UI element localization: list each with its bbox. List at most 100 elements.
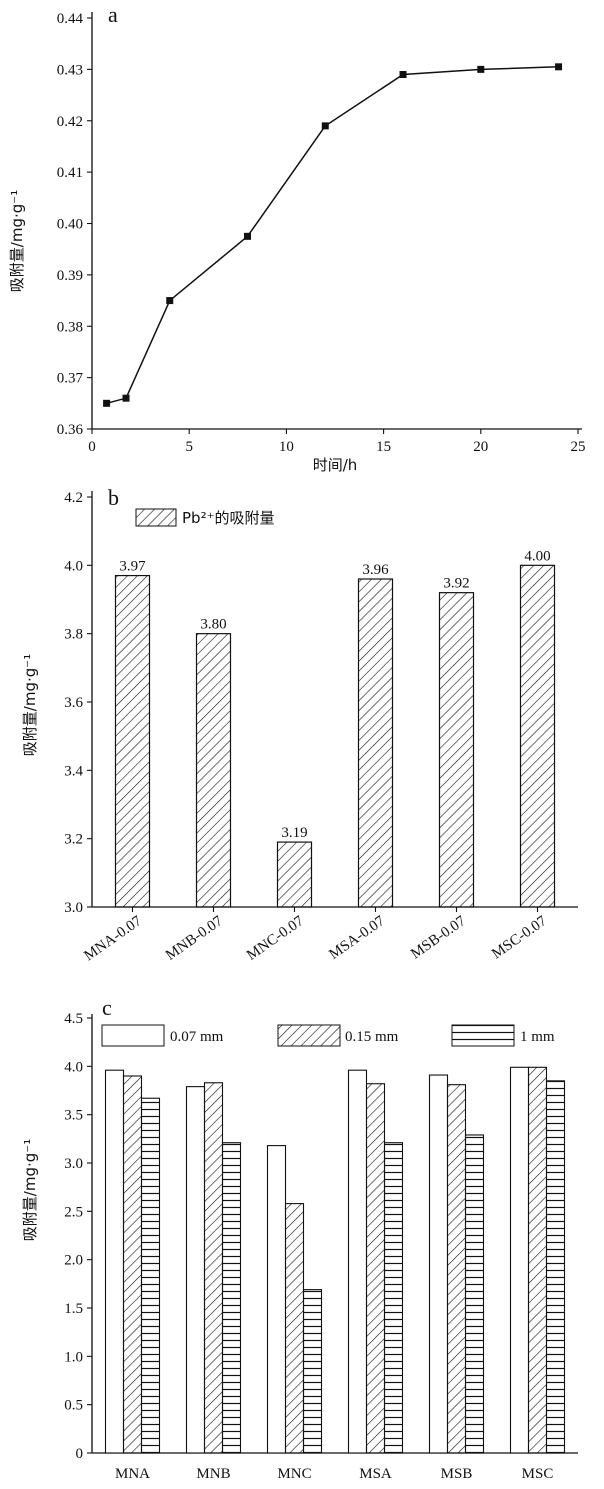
chart-a-point bbox=[477, 65, 485, 73]
chart-b-data-label: 3.19 bbox=[281, 825, 307, 841]
chart-a-point bbox=[399, 71, 407, 79]
chart-a-xtick-label: 0 bbox=[88, 439, 96, 455]
chart-c-bar-s2 bbox=[464, 1134, 485, 1454]
chart-a-point bbox=[122, 394, 130, 402]
chart-c-xtick-label: MNB bbox=[196, 1466, 230, 1482]
chart-b-legend-swatch bbox=[135, 508, 177, 527]
chart-c-bar-s0 bbox=[509, 1066, 530, 1454]
chart-a-ytick-label: 0.38 bbox=[57, 319, 83, 335]
chart-c-legend-swatch-0 bbox=[101, 1024, 165, 1047]
chart-a-ytick-label: 0.41 bbox=[57, 165, 83, 181]
chart-b-xtick-label: MSC-0.07 bbox=[489, 913, 550, 962]
chart-c-ytick-label: 1.0 bbox=[64, 1349, 83, 1365]
chart-c-legend-swatch-1 bbox=[277, 1024, 341, 1047]
chart-a-yticks: 0.36 0.37 0.38 0.39 0.40 0.41 0.42 0.43 0.44 bbox=[57, 11, 92, 438]
chart-c-ylabel: 吸附量/mg·g⁻¹ bbox=[21, 1139, 39, 1241]
chart-a: 0.36 0.37 0.38 0.39 0.40 0.41 0.42 0.43 0.44 0 5 1… bbox=[8, 2, 586, 474]
chart-b-data-label: 3.97 bbox=[119, 559, 146, 575]
chart-c-bars bbox=[104, 1066, 566, 1454]
chart-c-bar-s1 bbox=[203, 1082, 224, 1454]
chart-c-bar-s0 bbox=[428, 1074, 449, 1454]
chart-b-xtick-label: MSA-0.07 bbox=[326, 913, 388, 963]
chart-a-point bbox=[166, 297, 174, 305]
chart-a-ytick-label: 0.37 bbox=[57, 371, 84, 387]
chart-b-xtick-label: MNC-0.07 bbox=[244, 913, 307, 964]
chart-b-bar bbox=[519, 564, 556, 908]
chart-a-point bbox=[321, 122, 329, 130]
chart-b-ytick-label: 4.0 bbox=[64, 558, 83, 574]
chart-c-ytick-label: 1.5 bbox=[64, 1301, 83, 1317]
chart-c-xtick-label: MSB bbox=[441, 1466, 473, 1482]
chart-a-xtick-label: 5 bbox=[185, 439, 193, 455]
chart-c-yticks: 0 0.5 1.0 1.5 2.0 2.5 3.0 3.5 4.0 4.5 bbox=[64, 1011, 92, 1462]
chart-b-ytick-label: 3.6 bbox=[64, 695, 83, 711]
chart-a-line bbox=[106, 66, 559, 405]
chart-c-xticks: MNA MNB MNC MSA MSB MSC bbox=[115, 1466, 553, 1482]
chart-b-bar bbox=[357, 578, 394, 908]
chart-c-bar-s1 bbox=[365, 1083, 386, 1454]
chart-b-xticks: MNA-0.07 MNB-0.07 MNC-0.07 MSA-0.07 MSB-0.07… bbox=[81, 907, 550, 964]
chart-c-bar-s2 bbox=[545, 1080, 566, 1454]
chart-b-axes bbox=[91, 491, 578, 908]
chart-c-bar-s0 bbox=[347, 1069, 368, 1454]
chart-c-bar-s0 bbox=[266, 1145, 287, 1454]
chart-b-ytick-label: 3.2 bbox=[64, 832, 83, 848]
chart-c-ytick-label: 0.5 bbox=[64, 1398, 83, 1414]
chart-a-xtick-label: 10 bbox=[279, 439, 294, 455]
chart-a-ytick-label: 0.36 bbox=[57, 422, 84, 438]
chart-c-legend: 0.07 mm 0.15 mm 1 mm bbox=[101, 1024, 555, 1047]
chart-b: 3.03.23.43.63.84.04.2 3.973.803.193.963.… bbox=[21, 485, 578, 964]
chart-b-ytick-label: 3.0 bbox=[64, 900, 83, 916]
chart-b-legend-label: Pb²⁺的吸附量 bbox=[182, 509, 275, 527]
chart-c-panel-label: c bbox=[102, 995, 112, 1020]
chart-a-xticks: 0 5 10 15 20 25 bbox=[88, 429, 586, 455]
chart-c-ytick-label: 4.5 bbox=[64, 1011, 83, 1027]
chart-a-point bbox=[244, 232, 252, 240]
chart-a-panel-label: a bbox=[108, 2, 118, 27]
chart-c-ytick-label: 4.0 bbox=[64, 1059, 83, 1075]
chart-b-yticks: 3.0 3.2 3.4 3.6 3.8 4.0 4.2 bbox=[64, 490, 92, 916]
chart-a-ylabel: 吸附量/mg·g⁻¹ bbox=[8, 190, 26, 292]
chart-c-ytick-label: 2.0 bbox=[64, 1253, 83, 1269]
chart-b-xtick-label: MNB-0.07 bbox=[163, 913, 226, 964]
chart-a-ytick-label: 0.39 bbox=[57, 268, 83, 284]
chart-c-legend-label-0: 0.07 mm bbox=[170, 1029, 224, 1045]
chart-b-data-label: 3.96 bbox=[362, 562, 389, 578]
chart-c-ytick-label: 3.0 bbox=[64, 1156, 83, 1172]
chart-c-bar-s0 bbox=[104, 1069, 125, 1454]
chart-c: 0 0.5 1.0 1.5 2.0 2.5 3.0 3.5 4.0 4.5 MNA MNB MNC MS… bbox=[21, 995, 578, 1482]
chart-c-axes bbox=[91, 1014, 578, 1454]
chart-c-xtick-label: MSA bbox=[359, 1466, 392, 1482]
chart-b-data-labels: 3.97 3.80 3.19 3.96 3.92 4.00 bbox=[119, 548, 550, 841]
chart-a-ytick-label: 0.42 bbox=[57, 114, 83, 130]
chart-a-series bbox=[103, 63, 563, 407]
chart-a-xtick-label: 15 bbox=[376, 439, 391, 455]
chart-b-data-label: 3.92 bbox=[443, 576, 469, 592]
chart-c-ytick-label: 3.5 bbox=[64, 1108, 83, 1124]
chart-c-legend-swatch-2 bbox=[451, 1024, 515, 1047]
chart-a-xtick-label: 25 bbox=[571, 439, 586, 455]
chart-a-ytick-label: 0.40 bbox=[57, 217, 83, 233]
chart-b-ylabel: 吸附量/mg·g⁻¹ bbox=[21, 654, 39, 756]
chart-c-legend-label-2: 1 mm bbox=[520, 1029, 555, 1045]
chart-c-bar-s1 bbox=[122, 1075, 143, 1454]
chart-b-ytick-label: 3.8 bbox=[64, 627, 83, 643]
chart-a-point bbox=[103, 399, 111, 407]
chart-b-panel-label: b bbox=[108, 485, 119, 510]
chart-b-ytick-label: 4.2 bbox=[64, 490, 83, 506]
chart-b-data-label: 4.00 bbox=[524, 548, 550, 564]
chart-b-data-label: 3.80 bbox=[200, 617, 226, 633]
chart-c-bar-s1 bbox=[284, 1203, 305, 1454]
chart-b-bar bbox=[438, 592, 475, 908]
chart-c-legend-label-1: 0.15 mm bbox=[345, 1029, 399, 1045]
chart-c-ytick-label: 2.5 bbox=[64, 1204, 83, 1220]
chart-b-bar bbox=[114, 574, 151, 908]
chart-b-xtick-label: MSB-0.07 bbox=[408, 913, 469, 962]
chart-a-xlabel: 时间/h bbox=[313, 456, 358, 474]
chart-c-bar-s2 bbox=[140, 1097, 161, 1454]
chart-a-point bbox=[555, 63, 563, 71]
chart-c-bar-s2 bbox=[221, 1142, 242, 1454]
chart-c-bar-s0 bbox=[185, 1086, 206, 1454]
chart-c-bar-s1 bbox=[446, 1084, 467, 1454]
